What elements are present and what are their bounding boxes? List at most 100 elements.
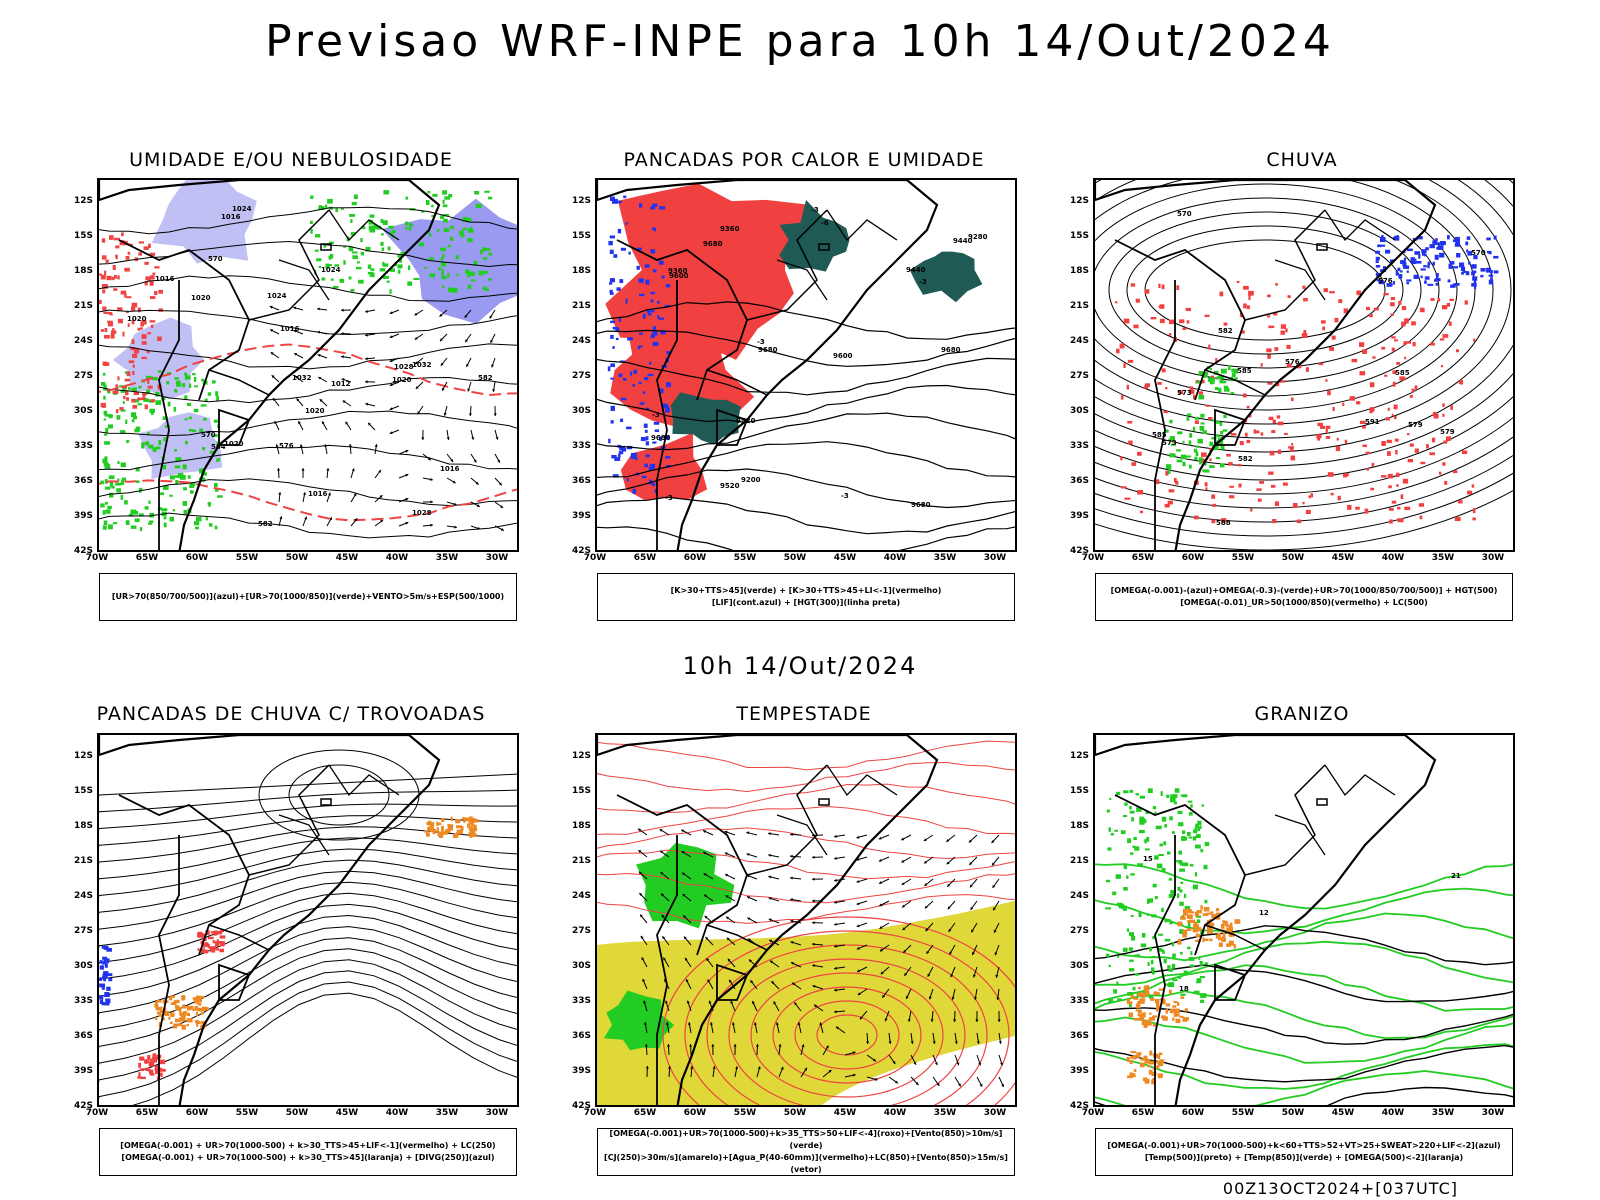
omega-green-area xyxy=(1165,413,1228,474)
height-300-contour xyxy=(597,357,1015,396)
latitude-label: 24S xyxy=(571,336,591,346)
longitude-label: 70W xyxy=(583,1108,607,1118)
contour-label: 585 xyxy=(1237,367,1252,375)
longitude-label: 60W xyxy=(683,553,707,563)
map-svg: 9680 9680 9680 9680 9680 9600 9600 9520 9520 9440… xyxy=(597,180,1015,550)
contour-label: 570 xyxy=(208,255,223,263)
contour-label: 585 xyxy=(1152,431,1167,439)
latitude-label: 21S xyxy=(571,301,591,311)
temp-850-contour xyxy=(1095,990,1513,1040)
humidity-high-area xyxy=(151,180,257,264)
contour-labels: 9680 9680 9680 9680 9680 9600 9600 9520 9520 9440… xyxy=(651,206,988,509)
latitude-label: 27S xyxy=(571,926,591,936)
temp-850-contour xyxy=(1095,887,1513,935)
contour-label: 576 xyxy=(1378,277,1393,285)
longitude-label: 45W xyxy=(833,1108,857,1118)
contour-label: -3 xyxy=(919,278,927,286)
latitude-label: 27S xyxy=(571,371,591,381)
latitude-label: 42S xyxy=(1069,1101,1089,1111)
latitude-label: 30S xyxy=(73,406,93,416)
latitude-label: 33S xyxy=(1069,996,1089,1006)
latitude-label: 24S xyxy=(73,891,93,901)
contour-label: 9280 xyxy=(968,233,988,241)
hgt500-contour xyxy=(1095,180,1513,453)
latitude-label: 21S xyxy=(1069,301,1089,311)
legend-line: [OMEGA(-0.001)-(azul)+OMEGA(-0.3)-(verde… xyxy=(1110,586,1498,595)
omega-500-orange xyxy=(1177,905,1241,949)
longitude-label: 50W xyxy=(1281,1108,1305,1118)
longitude-label: 65W xyxy=(633,1108,657,1118)
contour-labels: 12 15 18 21 xyxy=(1143,855,1461,993)
precipitable-water-contour xyxy=(662,916,1015,1105)
convection-orange-area xyxy=(154,995,209,1030)
contour-label: 9360 xyxy=(668,267,688,275)
legend-line: [OMEGA(-0.001)+UR>70(1000-500)+k>35_TTS>… xyxy=(609,1129,1003,1150)
hgt500-contour xyxy=(1095,454,1513,523)
longitude-label: 35W xyxy=(435,1108,459,1118)
contour-label: 9680 xyxy=(941,346,961,354)
contour-label: 1012 xyxy=(331,380,351,388)
longitude-label: 30W xyxy=(1481,553,1505,563)
hgt500-contour xyxy=(1095,180,1494,425)
latitude-label: 36S xyxy=(73,1031,93,1041)
streamline-850 xyxy=(597,805,1015,836)
contour-label: 9680 xyxy=(703,240,723,248)
latitude-label: 36S xyxy=(571,1031,591,1041)
contour-label: 9600 xyxy=(833,352,853,360)
lifted-index-contours xyxy=(607,195,671,494)
convection-red-area xyxy=(197,930,226,954)
temp-500-contour xyxy=(1095,925,1513,966)
latitude-label: 18S xyxy=(73,821,93,831)
contour-labels: 1020 1016 1016 1016 1020 1024 1020 1012 1016 1020… xyxy=(127,205,493,528)
streamline-loop xyxy=(288,764,390,826)
latitude-label: 42S xyxy=(73,1101,93,1111)
precipitable-water-contour xyxy=(728,958,966,1105)
height-300-contour xyxy=(597,412,1015,451)
height-300-contour xyxy=(597,468,1015,509)
hgt500-contour xyxy=(1095,180,1513,467)
humidity-high-area xyxy=(381,198,517,324)
contour-label: 21 xyxy=(1451,872,1461,880)
hgt500-contour xyxy=(1095,472,1513,537)
latitude-label: 24S xyxy=(1069,891,1089,901)
streamline-850 xyxy=(597,740,1015,771)
latitude-label: 24S xyxy=(73,336,93,346)
contour-labels: 588 591 585 582 579 576 573 570 585 585 582 579 576 5… xyxy=(1152,210,1486,527)
map-svg: 1020 1016 1016 1016 1020 1024 1020 1012 1016 1020… xyxy=(99,180,517,550)
contour-label: 1020 xyxy=(224,440,244,448)
latitude-label: 18S xyxy=(571,266,591,276)
latitude-label: 36S xyxy=(1069,1031,1089,1041)
thickness-contours xyxy=(99,232,164,414)
legend-box: [K>30+TTS>45](verde) + [K>30+TTS>45+LI<-… xyxy=(597,573,1015,621)
latitude-label: 39S xyxy=(571,511,591,521)
instability-red-area xyxy=(620,432,708,501)
longitude-label: 30W xyxy=(1481,1108,1505,1118)
latitude-label: 27S xyxy=(1069,926,1089,936)
longitude-label: 55W xyxy=(1231,1108,1255,1118)
latitude-label: 15S xyxy=(571,231,591,241)
longitude-label: 50W xyxy=(285,1108,309,1118)
hgt500-contour xyxy=(1095,197,1440,383)
panel-title: PANCADAS POR CALOR E UMIDADE xyxy=(623,149,985,171)
longitude-label: 30W xyxy=(485,553,509,563)
height-300-contour xyxy=(597,526,1015,550)
pressure-contour xyxy=(99,240,517,268)
contour-label: -3 xyxy=(665,494,673,502)
contour-label: 1016 xyxy=(221,213,241,221)
omega-500-orange xyxy=(1126,985,1189,1028)
contour-label: 576 xyxy=(1285,358,1300,366)
contour-label: 1024 xyxy=(321,266,341,274)
map-svg: 588 591 585 582 579 576 573 570 585 585 582 579 576 5… xyxy=(1095,180,1513,550)
latitude-label: 33S xyxy=(73,996,93,1006)
latitude-label: 30S xyxy=(73,961,93,971)
contour-label: 1032 xyxy=(412,361,432,369)
longitude-label: 70W xyxy=(85,553,109,563)
streamline-850 xyxy=(597,783,1015,814)
longitude-label: 55W xyxy=(1231,553,1255,563)
map-panel xyxy=(595,733,1017,1107)
contour-label: 1016 xyxy=(280,325,300,333)
longitude-label: 45W xyxy=(335,1108,359,1118)
latitude-label: 42S xyxy=(1069,546,1089,556)
contour-label: 9680 xyxy=(758,346,778,354)
map-svg xyxy=(597,735,1015,1105)
